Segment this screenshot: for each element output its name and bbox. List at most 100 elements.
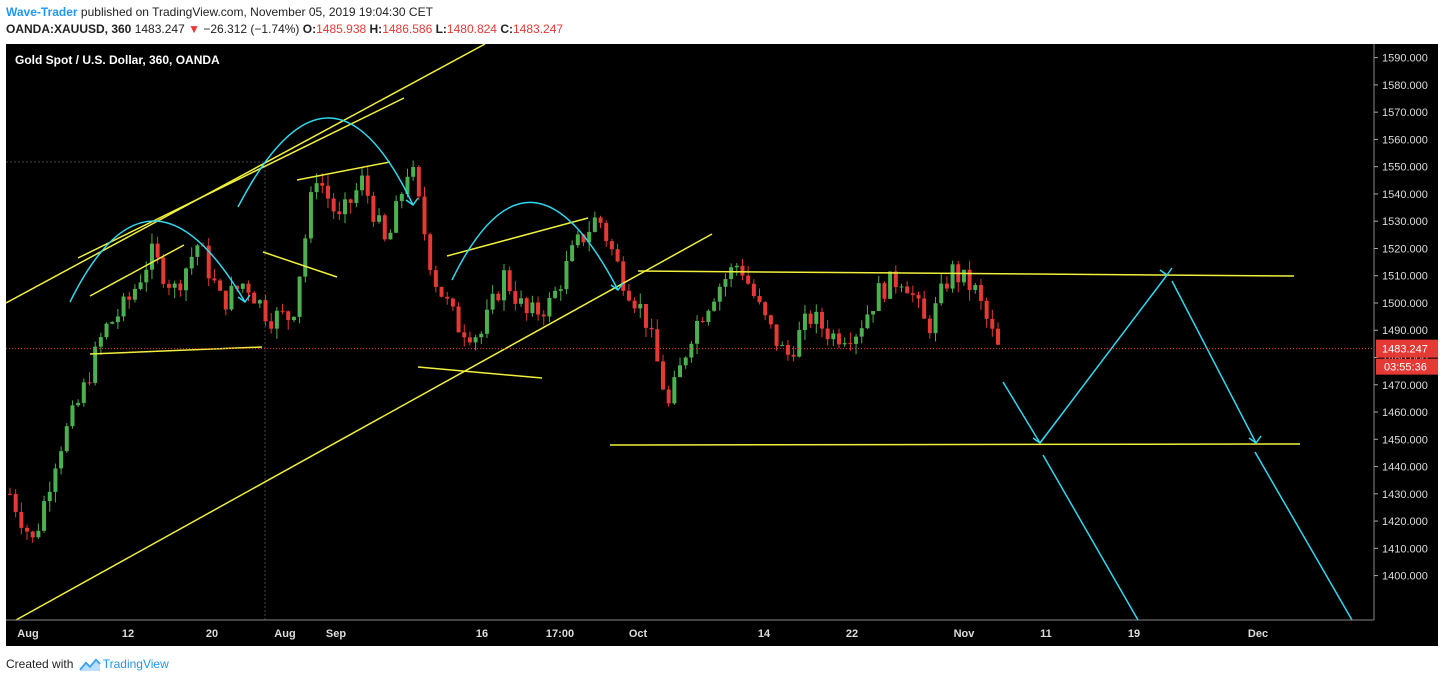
candle-body: [541, 314, 546, 317]
high-label: H:: [369, 22, 383, 36]
candle-body: [507, 270, 512, 292]
last-price-tag: [1376, 339, 1438, 358]
candle-body: [59, 451, 64, 469]
low-value: 1480.824: [446, 22, 497, 36]
candle-body: [922, 298, 927, 319]
candle-body: [978, 285, 983, 301]
projection-arrow-1: [1002, 381, 1041, 444]
candle-body: [110, 322, 115, 324]
candle-body: [785, 344, 790, 355]
candle-body: [899, 286, 904, 288]
candle-body: [263, 300, 268, 322]
candle-body: [893, 271, 898, 288]
candle-body: [121, 296, 126, 317]
candle-body: [519, 298, 524, 304]
time-tick-label: 11: [1040, 628, 1052, 640]
arc-3: [451, 201, 619, 291]
ohlc-line: OANDA:XAUUSD, 360 1483.247 ▼ −26.312 (−1…: [6, 22, 563, 36]
brand-link[interactable]: TradingView: [102, 657, 169, 671]
candle-body: [257, 300, 262, 304]
candle-body: [626, 290, 631, 301]
time-tick-label: Oct: [629, 628, 648, 640]
candle-body: [149, 243, 154, 270]
candle-body: [47, 491, 52, 502]
arrow-head-2: [1159, 267, 1173, 277]
candle-body: [445, 296, 450, 299]
projection-arrow-3: [1171, 280, 1257, 444]
candle-body: [320, 183, 325, 186]
time-tick-label: Dec: [1248, 628, 1268, 640]
candle-body: [132, 288, 137, 300]
time-tick-label: Aug: [17, 628, 38, 640]
arc-1: [69, 220, 246, 303]
candle-body: [774, 324, 779, 346]
candle-body: [672, 377, 677, 404]
candle-body: [780, 344, 785, 346]
candle-body: [42, 501, 47, 531]
candle-body: [933, 303, 938, 334]
author-link[interactable]: Wave-Trader: [6, 5, 78, 19]
candle-body: [859, 328, 864, 337]
candle-body: [615, 249, 620, 262]
candle-body: [189, 256, 194, 269]
candle-body: [439, 286, 444, 297]
candle-body: [746, 275, 751, 284]
countdown-label: 03:55:36: [1384, 362, 1427, 374]
candle-body: [984, 300, 989, 319]
time-tick-label: Sep: [326, 628, 346, 640]
candle-body: [303, 238, 308, 277]
candle-body: [967, 269, 972, 290]
trendline-channel-upper: [6, 44, 486, 304]
price-tick-label: 1570.000: [1382, 107, 1428, 119]
close-label: C:: [500, 22, 513, 36]
candle-body: [944, 283, 949, 289]
candle-body: [64, 426, 69, 452]
candle-body: [280, 310, 285, 312]
candle-body: [30, 531, 35, 538]
tradingview-logo-icon: [78, 658, 101, 671]
arc-2: [237, 117, 414, 208]
candle-body: [689, 343, 694, 358]
candle-body: [81, 382, 86, 403]
candle-body: [76, 402, 81, 406]
trendline-wedge-upper-3: [446, 217, 589, 257]
candle-body: [502, 270, 506, 301]
candle-body: [649, 327, 654, 330]
candle-body: [660, 361, 665, 390]
high-value: 1486.586: [382, 22, 433, 36]
candle-body: [558, 289, 563, 291]
candle-body: [814, 311, 819, 324]
candle-body: [632, 300, 637, 309]
candle-body: [854, 336, 859, 344]
candle-body: [768, 315, 773, 325]
candle-body: [246, 283, 251, 293]
candle-body: [178, 283, 183, 291]
candle-body: [462, 332, 467, 338]
candle-body: [570, 245, 575, 262]
trendline-wedge-upper-1: [89, 244, 185, 297]
price-tick-label: 1410.000: [1382, 543, 1428, 555]
candle-body: [865, 314, 870, 329]
arrow-head-4: [237, 294, 251, 304]
candle-body: [888, 271, 893, 299]
time-tick-label: 12: [122, 628, 134, 640]
candle-body: [581, 234, 586, 243]
candle-body: [428, 234, 433, 271]
candle-body: [819, 311, 824, 329]
candle-body: [377, 215, 382, 222]
candle-body: [484, 309, 489, 334]
candle-body: [479, 333, 484, 338]
chart-area[interactable]: 1590.000 1580.000 1570.000 1560.000 1550.000…: [6, 44, 1438, 646]
candle-body: [621, 261, 626, 291]
trendline-range-top: [637, 270, 1295, 277]
candle-body: [598, 217, 603, 223]
candle-body: [700, 320, 705, 322]
down-arrow-icon: ▼: [188, 22, 200, 36]
candle-body: [564, 261, 569, 290]
time-tick-label: Aug: [274, 628, 295, 640]
candle-body: [19, 511, 24, 528]
price-chart[interactable]: 1590.000 1580.000 1570.000 1560.000 1550.000…: [6, 44, 1438, 646]
trendline-channel-upper-2: [77, 97, 405, 259]
candle-body: [757, 296, 762, 303]
candle-body: [961, 269, 966, 283]
